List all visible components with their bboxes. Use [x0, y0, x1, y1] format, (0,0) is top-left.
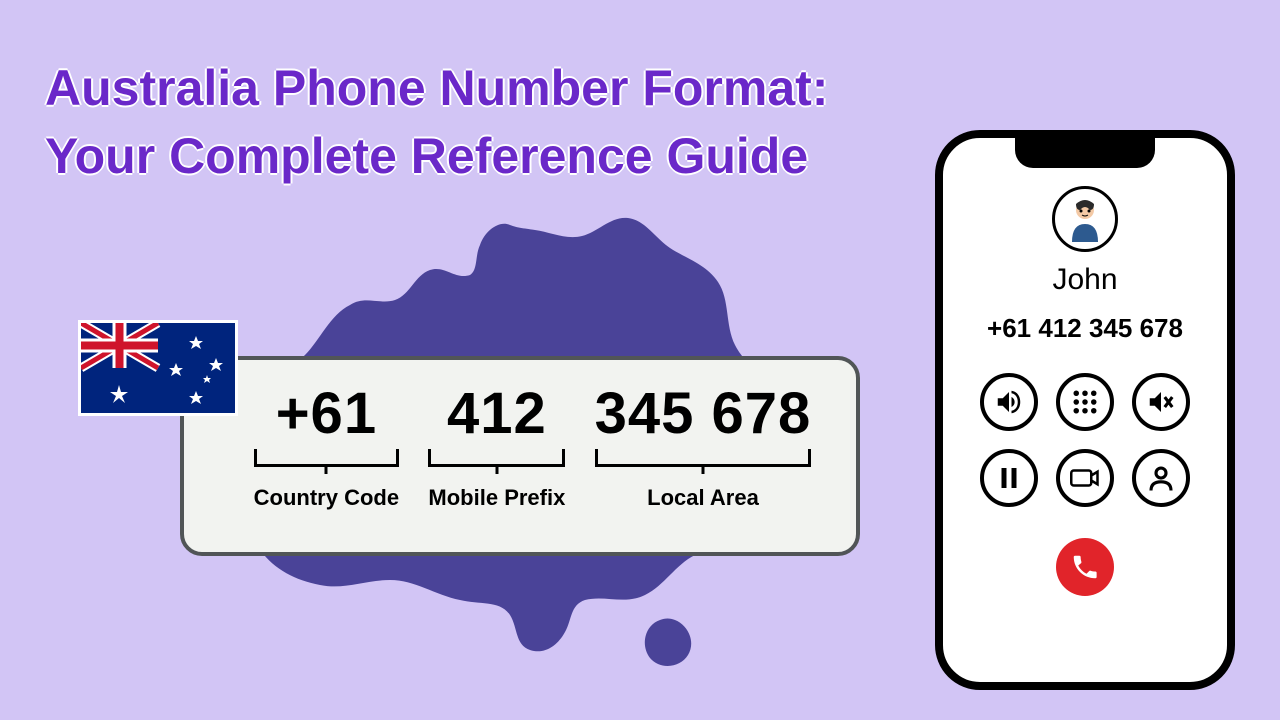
contact-button[interactable] — [1132, 449, 1190, 507]
local-area-label: Local Area — [647, 485, 759, 511]
bracket — [428, 449, 565, 467]
australia-flag — [78, 320, 238, 416]
mobile-prefix-label: Mobile Prefix — [428, 485, 565, 511]
title-line-1: Australia Phone Number Format: — [45, 55, 828, 123]
mute-button[interactable] — [1132, 373, 1190, 431]
segment-local-area: 345 678 Local Area — [595, 380, 812, 511]
contact-number: +61 412 345 678 — [943, 313, 1227, 344]
bracket — [595, 449, 812, 467]
country-code-label: Country Code — [254, 485, 399, 511]
contact-name: John — [943, 263, 1227, 297]
phone-mockup: John +61 412 345 678 — [935, 130, 1235, 690]
end-call-button[interactable] — [1056, 538, 1114, 596]
local-area-value: 345 678 — [595, 380, 812, 447]
segment-country-code: +61 Country Code — [254, 380, 399, 511]
keypad-button[interactable] — [1056, 373, 1114, 431]
contact-avatar — [1052, 186, 1118, 252]
format-card: +61 Country Code 412 Mobile Prefix 345 6… — [180, 356, 860, 556]
video-button[interactable] — [1056, 449, 1114, 507]
mobile-prefix-value: 412 — [447, 380, 547, 447]
speaker-button[interactable] — [980, 373, 1038, 431]
segment-mobile-prefix: 412 Mobile Prefix — [428, 380, 565, 511]
bracket — [254, 449, 399, 467]
call-button-grid — [943, 373, 1227, 507]
page-title: Australia Phone Number Format: Your Comp… — [45, 55, 828, 190]
title-line-2: Your Complete Reference Guide — [45, 123, 828, 191]
pause-button[interactable] — [980, 449, 1038, 507]
phone-notch — [1015, 138, 1155, 168]
country-code-value: +61 — [276, 380, 377, 447]
